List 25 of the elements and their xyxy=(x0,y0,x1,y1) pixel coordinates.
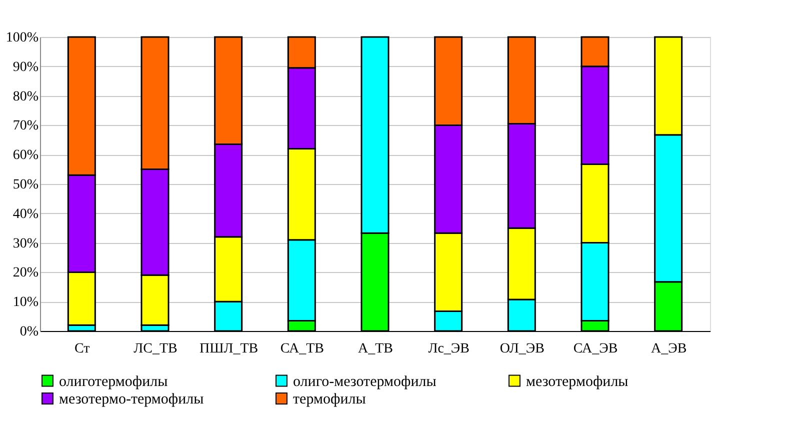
x-tick-label: А_ТВ xyxy=(358,342,393,356)
x-tick-label: ПШЛ_ТВ xyxy=(200,342,258,356)
y-tick-label: 100% xyxy=(6,30,39,46)
legend-label: олиго-мезотермофилы xyxy=(293,374,436,390)
y-tick-label: 30% xyxy=(12,236,39,252)
x-tick-label: Лс_ЭВ xyxy=(428,342,470,356)
legend-label: мезотермофилы xyxy=(526,374,628,390)
y-tick-label: 80% xyxy=(12,89,39,104)
x-tick-label: СА_ТВ xyxy=(280,342,324,356)
x-tick-label: ОЛ_ЭВ xyxy=(500,342,544,356)
y-tick-label: 20% xyxy=(12,266,39,281)
x-tick-label: ЛС_ТВ xyxy=(134,342,178,356)
x-tick-label: Ст xyxy=(74,342,90,356)
legend-label: термофилы xyxy=(293,392,366,408)
y-tick-label: 10% xyxy=(12,295,39,310)
y-tick-label: 0% xyxy=(20,324,39,340)
x-tick-label: А_ЭВ xyxy=(650,342,687,356)
y-tick-label: 40% xyxy=(12,206,39,222)
y-tick-label: 60% xyxy=(12,148,39,164)
legend-label: мезотермо-термофилы xyxy=(59,392,204,408)
x-tick-label: СА_ЭВ xyxy=(573,342,618,356)
legend-label: олиготермофилы xyxy=(59,374,168,390)
y-tick-label: 50% xyxy=(12,178,39,192)
y-tick-label: 90% xyxy=(12,60,39,75)
y-tick-label: 70% xyxy=(12,118,39,134)
